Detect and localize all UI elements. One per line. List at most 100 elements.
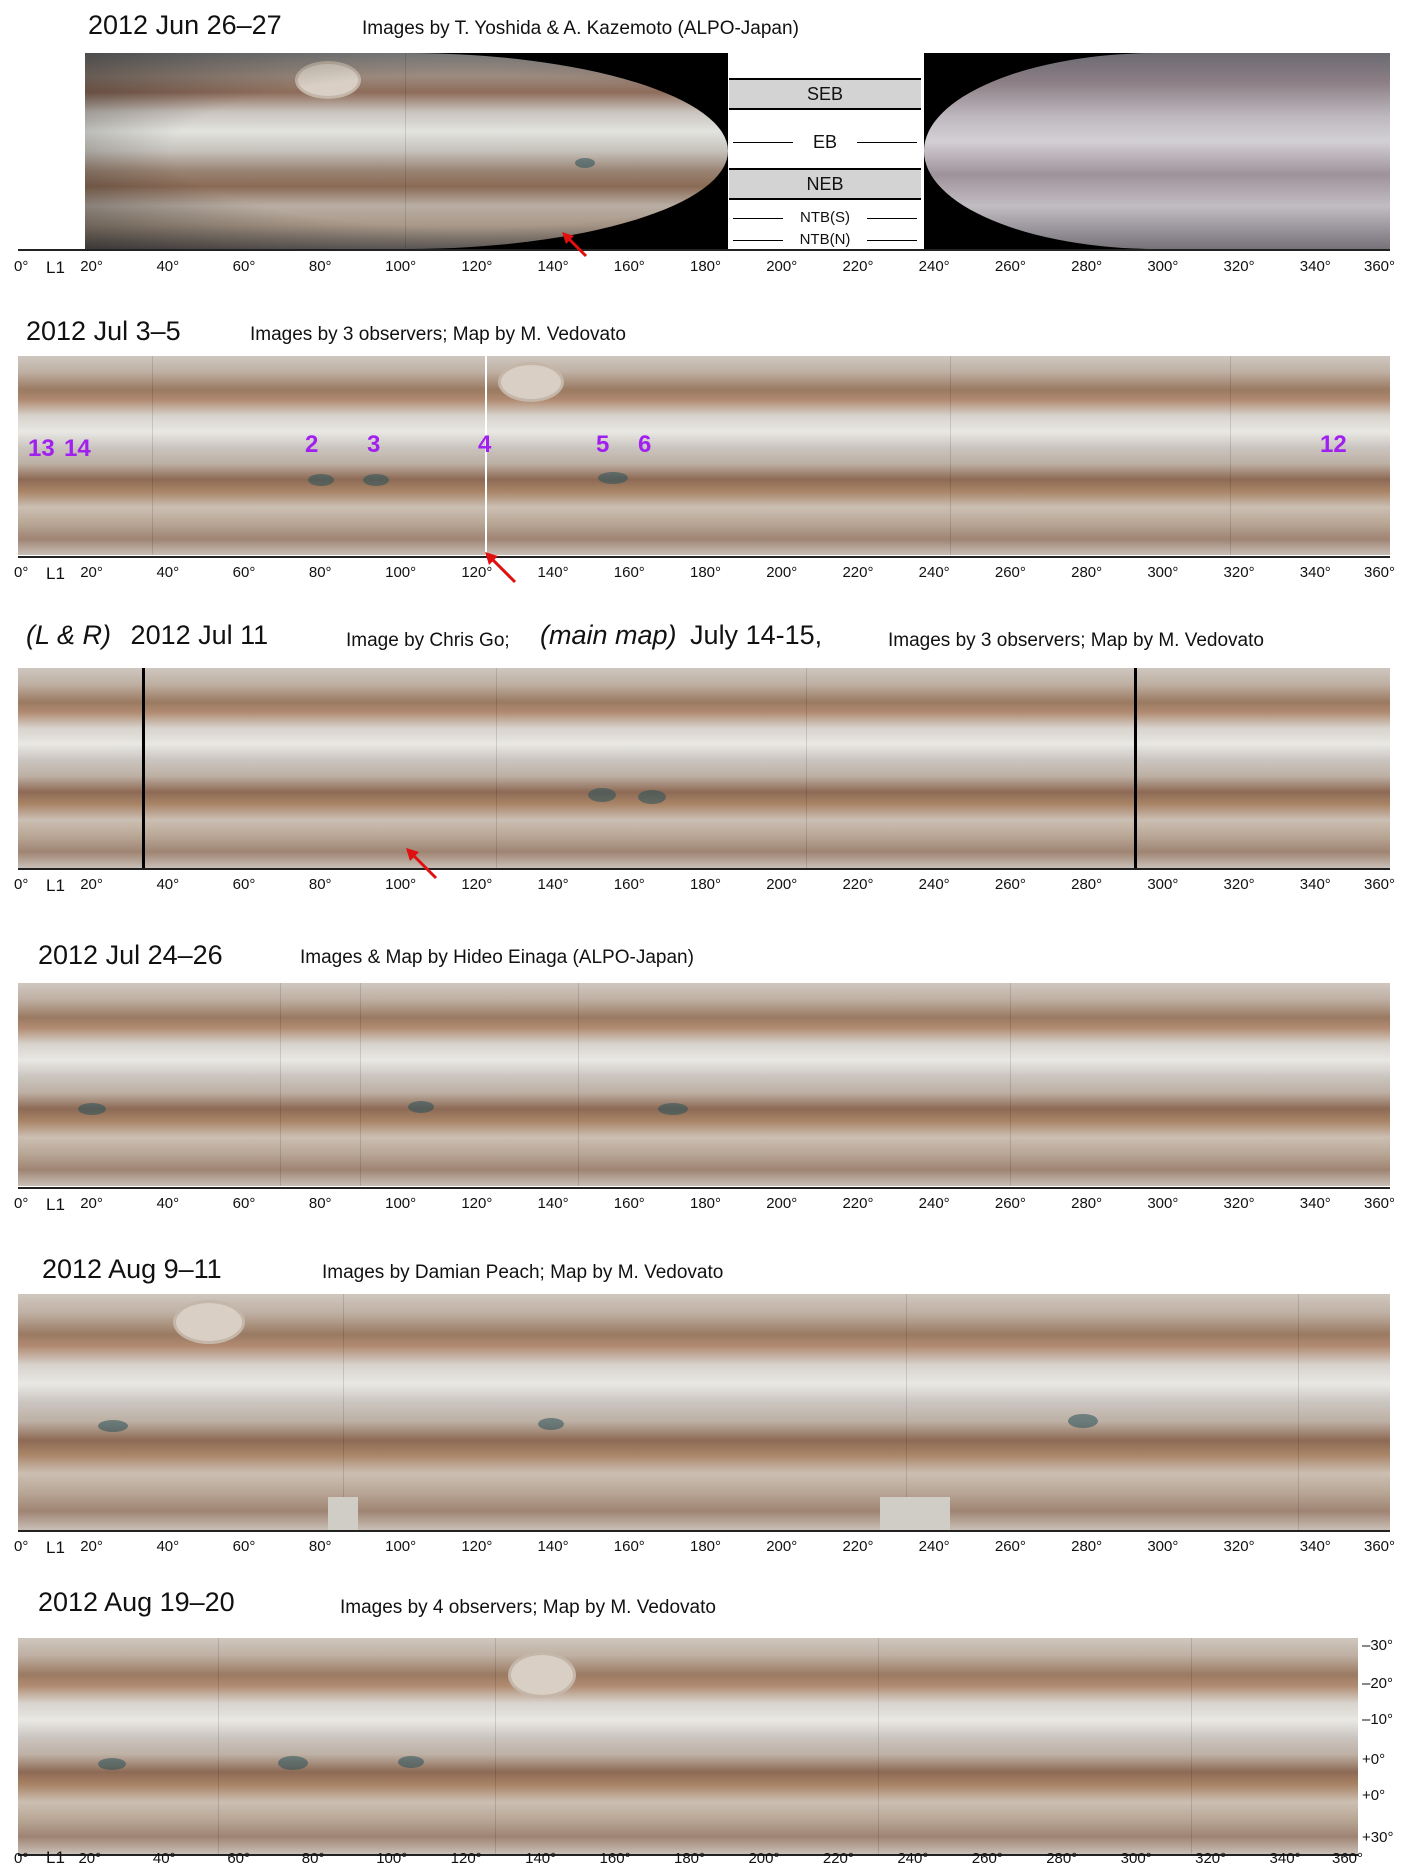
axis-tick-label: 180° xyxy=(690,1195,722,1212)
axis-tick-label: 300° xyxy=(1147,1538,1179,1555)
axis-tick-label: 20° xyxy=(80,1538,103,1555)
axis-tick-label: 80° xyxy=(301,1850,325,1867)
legend-neb: NEB xyxy=(729,168,921,200)
axis-tick-label: 40° xyxy=(156,258,180,275)
axis-l1-label: L1 xyxy=(46,1848,65,1867)
axis-tick-label: 240° xyxy=(897,1850,929,1867)
axis-l1-label: L1 xyxy=(46,1538,65,1557)
map-strip xyxy=(18,1294,1390,1530)
axis-tick-label: 180° xyxy=(690,1538,722,1555)
axis-tick-label: 20° xyxy=(78,1850,102,1867)
axis-tick-label: 60° xyxy=(232,1195,256,1212)
axis-tick-label: 0° xyxy=(14,1538,29,1555)
title2-prefix: (main map) xyxy=(540,620,677,650)
axis-tick-label: 60° xyxy=(232,876,256,893)
axis-tick-label: 120° xyxy=(461,258,493,275)
axis-tick-label: 240° xyxy=(918,1195,950,1212)
legend-seb: SEB xyxy=(729,78,921,110)
panel-jul11: (L & R) 2012 Jul 11 Image by Chris Go; (… xyxy=(0,610,1402,900)
axis-tick-label: 360° xyxy=(1332,1850,1364,1867)
axis-tick-label: 260° xyxy=(994,1195,1026,1212)
axis-tick-label: 280° xyxy=(1071,564,1103,581)
axis-tick-label: 200° xyxy=(766,876,798,893)
map-strip xyxy=(18,668,1390,868)
lat-label-minus20: –20° xyxy=(1362,1675,1394,1692)
spot-number-13: 13 xyxy=(28,435,55,462)
spot-number-5: 5 xyxy=(596,431,610,458)
axis-tick-label: 280° xyxy=(1071,1538,1103,1555)
axis-tick-label: 200° xyxy=(748,1850,780,1867)
map-strip xyxy=(18,1638,1358,1854)
axis-tick-label: 180° xyxy=(674,1850,706,1867)
axis-tick-label: 200° xyxy=(766,1195,798,1212)
axis-tick-label: 280° xyxy=(1046,1850,1078,1867)
red-arrow-icon xyxy=(404,846,440,887)
axis-tick-label: 280° xyxy=(1071,876,1103,893)
axis-tick-label: 100° xyxy=(385,876,417,893)
lat-label-minus10: –10° xyxy=(1362,1711,1394,1728)
axis-tick-label: 100° xyxy=(385,1538,417,1555)
axis-tick-label: 300° xyxy=(1147,258,1179,275)
axis-tick-label: 260° xyxy=(994,1538,1026,1555)
axis-tick-label: 340° xyxy=(1299,876,1331,893)
axis-tick-label: 320° xyxy=(1195,1850,1227,1867)
axis-tick-label: 0° xyxy=(14,876,29,893)
axis-tick-label: 240° xyxy=(918,876,950,893)
axis-tick-label: 220° xyxy=(842,258,874,275)
axis-tick-label: 140° xyxy=(537,876,569,893)
axis-tick-label: 320° xyxy=(1223,564,1255,581)
axis-tick-label: 260° xyxy=(994,876,1026,893)
axis-tick-label: 320° xyxy=(1223,258,1255,275)
axis-tick-label: 80° xyxy=(308,258,332,275)
axis-tick-label: 60° xyxy=(232,258,256,275)
panel-credit: Images by Damian Peach; Map by M. Vedova… xyxy=(322,1262,724,1283)
axis-l1-label: L1 xyxy=(46,564,65,583)
axis-tick-label: 140° xyxy=(537,258,569,275)
axis-tick-label: 200° xyxy=(766,258,798,275)
axis-tick-label: 40° xyxy=(156,564,180,581)
axis-tick-label: 220° xyxy=(822,1850,854,1867)
axis-tick-label: 180° xyxy=(690,564,722,581)
panel-title: 2012 Jun 26–27 xyxy=(88,10,282,40)
panel-title-2: (main map) July 14-15, xyxy=(540,620,822,651)
panel-credit: Images & Map by Hideo Einaga (ALPO-Japan… xyxy=(300,947,694,968)
axis-tick-label: 260° xyxy=(994,258,1026,275)
axis-tick-label: 220° xyxy=(842,876,874,893)
spot-number-2: 2 xyxy=(305,431,319,458)
axis-tick-label: 220° xyxy=(842,1195,874,1212)
panel-title: 2012 Aug 9–11 xyxy=(42,1254,222,1284)
panel-title: 2012 Jul 3–5 xyxy=(26,316,181,346)
panel-title: (L & R) 2012 Jul 11 xyxy=(26,620,268,651)
axis-tick-label: 140° xyxy=(537,564,569,581)
axis-tick-label: 20° xyxy=(80,876,103,893)
axis-tick-label: 160° xyxy=(599,1850,631,1867)
axis-tick-label: 240° xyxy=(918,258,950,275)
axis-line xyxy=(18,1187,1390,1189)
axis-tick-label: 280° xyxy=(1071,258,1103,275)
axis-line xyxy=(18,249,1390,251)
axis-tick-label: 80° xyxy=(308,876,332,893)
axis-tick-label: 160° xyxy=(613,258,645,275)
axis-tick-label: 280° xyxy=(1071,1195,1103,1212)
axis-tick-label: 360° xyxy=(1364,876,1396,893)
lat-label-plus0-b: +0° xyxy=(1362,1787,1386,1804)
axis-l1-label: L1 xyxy=(46,258,65,277)
axis-tick-label: 160° xyxy=(613,1195,645,1212)
spot-number-4: 4 xyxy=(478,431,492,458)
axis-tick-label: 180° xyxy=(690,876,722,893)
panel-jul24: 2012 Jul 24–26 Images & Map by Hideo Ein… xyxy=(0,925,1402,1215)
axis-tick-label: 100° xyxy=(385,1195,417,1212)
axis-tick-label: 340° xyxy=(1299,564,1331,581)
spot-number-6: 6 xyxy=(638,431,652,458)
axis-tick-label: 60° xyxy=(227,1850,251,1867)
axis-tick-label: 40° xyxy=(156,876,180,893)
band-legend: SEB EB NEB NTB(S) NTB(N) xyxy=(729,78,921,250)
axis-tick-label: 220° xyxy=(842,1538,874,1555)
axis-tick-label: 40° xyxy=(156,1538,180,1555)
axis-tick-label: 120° xyxy=(461,1538,493,1555)
axis-tick-label: 200° xyxy=(766,1538,798,1555)
axis-tick-label: 20° xyxy=(80,1195,103,1212)
axis-tick-label: 300° xyxy=(1147,876,1179,893)
axis-tick-label: 0° xyxy=(14,258,29,275)
axis-tick-label: 120° xyxy=(461,1195,493,1212)
